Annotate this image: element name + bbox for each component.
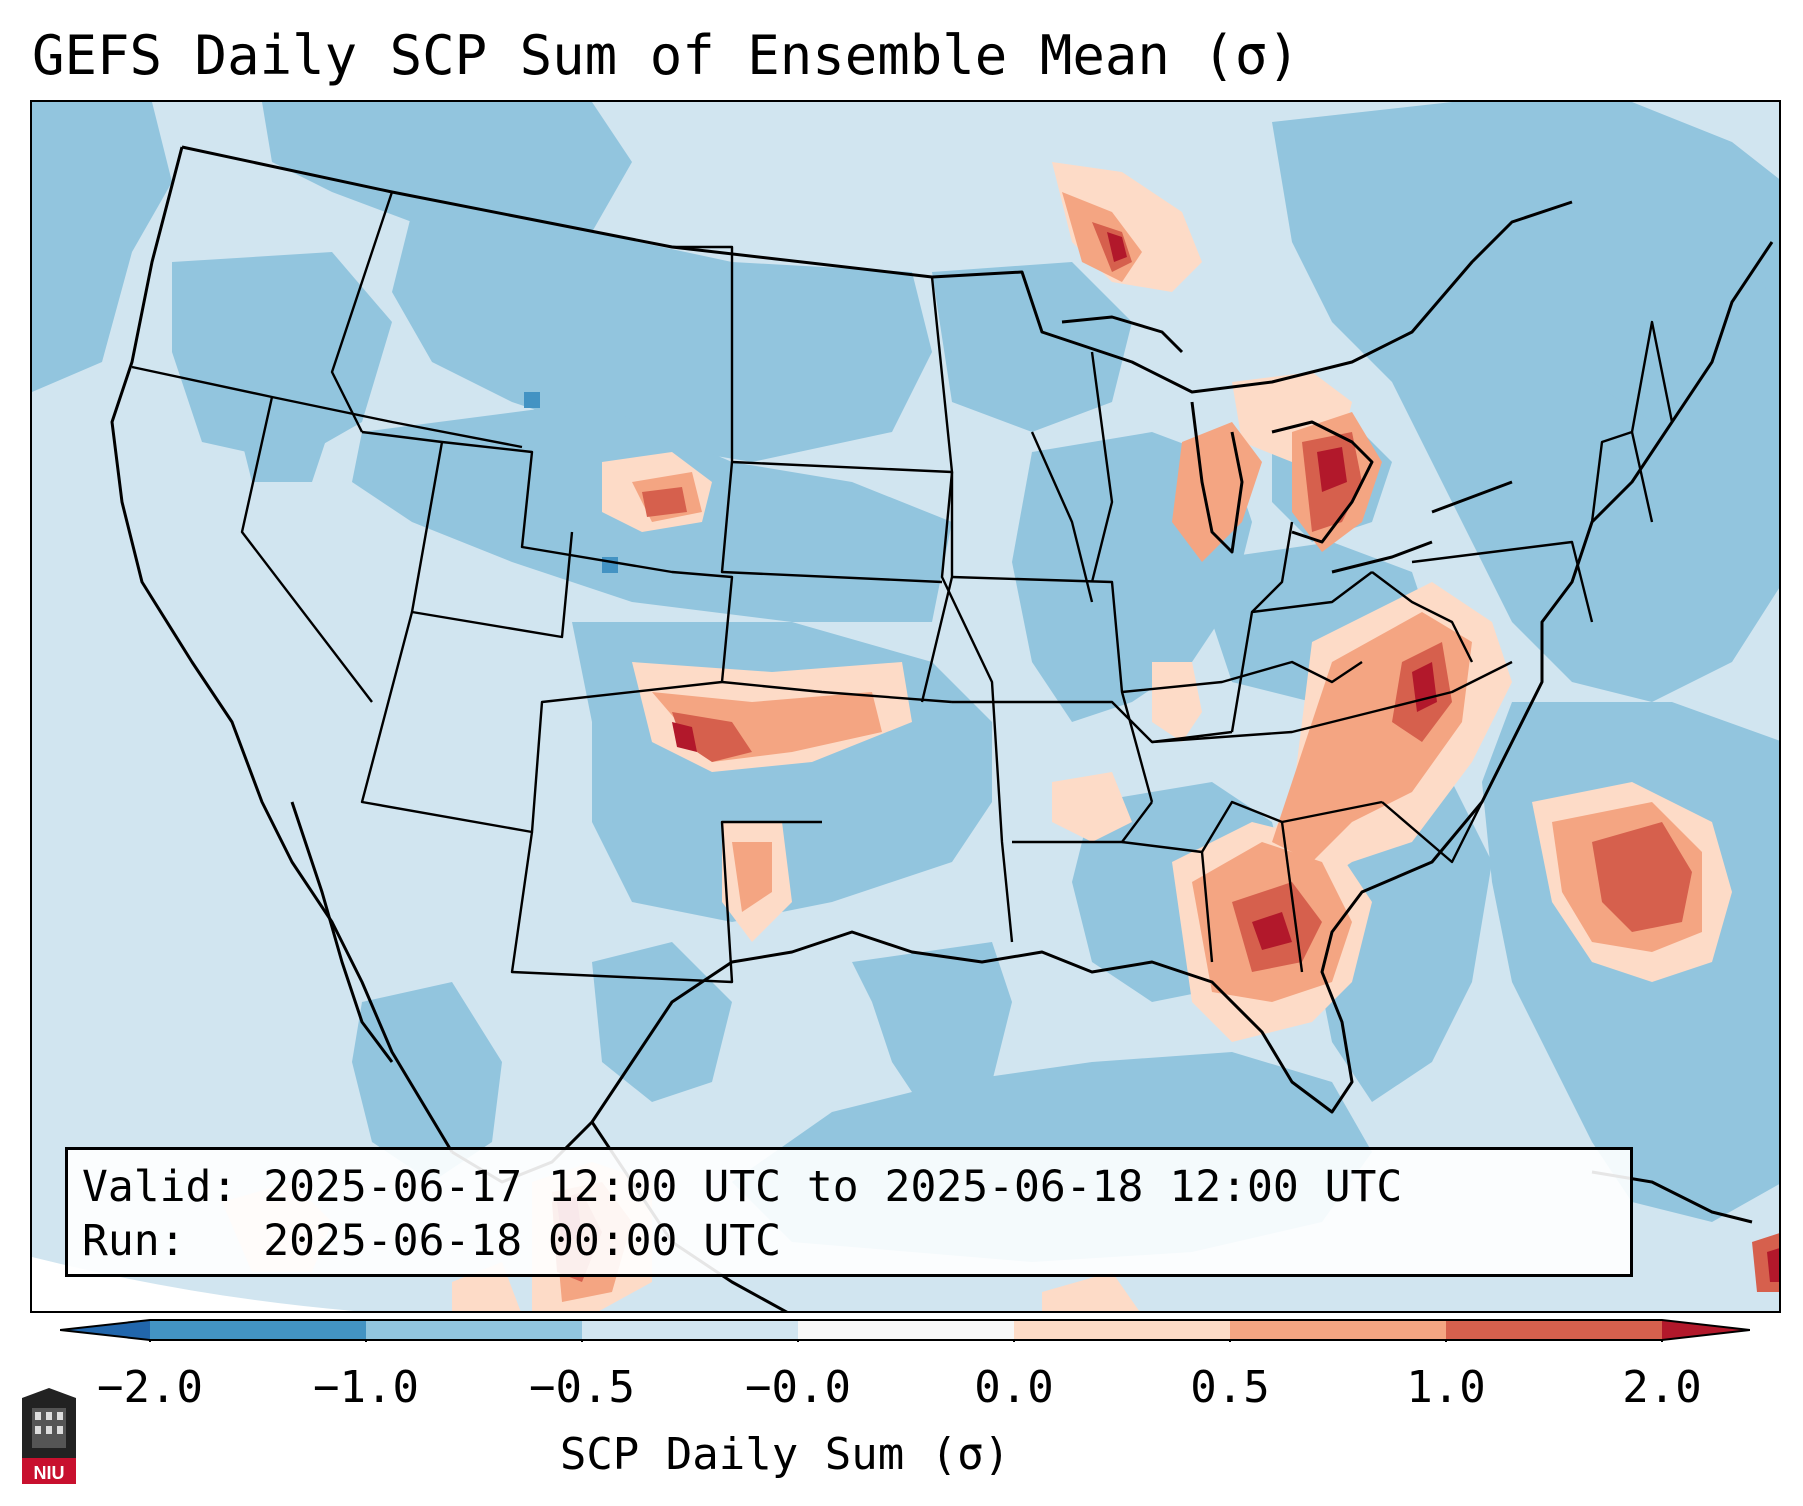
colorbar-ticks: [149, 1340, 1663, 1342]
colorbar-tick-label: 0.5: [1190, 1362, 1270, 1413]
colorbar-tick-label: −0.0: [745, 1362, 851, 1413]
colorbar-bin: [1446, 1320, 1662, 1340]
colorbar-bin: [366, 1320, 582, 1340]
colorbar-extend-below: [60, 1320, 150, 1340]
colorbar-tick-label: 1.0: [1406, 1362, 1486, 1413]
map-panel: [30, 100, 1781, 1313]
colorbar-tick-label: 0.0: [974, 1362, 1054, 1413]
valid-run-info-box: Valid: 2025-06-17 12:00 UTC to 2025-06-1…: [65, 1147, 1633, 1277]
colorbar-tick-label: 2.0: [1622, 1362, 1702, 1413]
niu-logo: NIU: [22, 1388, 76, 1484]
colorbar-bin: [150, 1320, 366, 1340]
run-label: Run:: [82, 1216, 186, 1266]
valid-line: Valid: 2025-06-17 12:00 UTC to 2025-06-1…: [82, 1160, 1630, 1214]
colorbar-bin: [798, 1320, 1014, 1340]
colorbar-tick-label: −1.0: [313, 1362, 419, 1413]
colorbar-tick-label: −2.0: [97, 1362, 203, 1413]
coastlines-and-borders: [110, 145, 1774, 1311]
chart-title: GEFS Daily SCP Sum of Ensemble Mean (σ): [32, 24, 1300, 87]
valid-label: Valid:: [82, 1162, 238, 1212]
colorbar-bin: [1230, 1320, 1446, 1340]
colorbar-tick-label: −0.5: [529, 1362, 635, 1413]
map-canvas: [32, 102, 1779, 1311]
colorbar-label: SCP Daily Sum (σ): [559, 1429, 1011, 1480]
valid-value: 2025-06-17 12:00 UTC to 2025-06-18 12:00…: [263, 1162, 1403, 1212]
state-borders: [131, 191, 1674, 984]
colorbar-extend-above: [1662, 1320, 1750, 1340]
colorbar-bin: [582, 1320, 798, 1340]
niu-logo-text: NIU: [34, 1463, 65, 1483]
run-line: Run: 2025-06-18 00:00 UTC: [82, 1214, 1630, 1268]
colorbar-bin: [1014, 1320, 1230, 1340]
colorbar: [60, 1319, 1750, 1342]
run-value: 2025-06-18 00:00 UTC: [263, 1216, 781, 1266]
projection-edge: [32, 1257, 355, 1311]
